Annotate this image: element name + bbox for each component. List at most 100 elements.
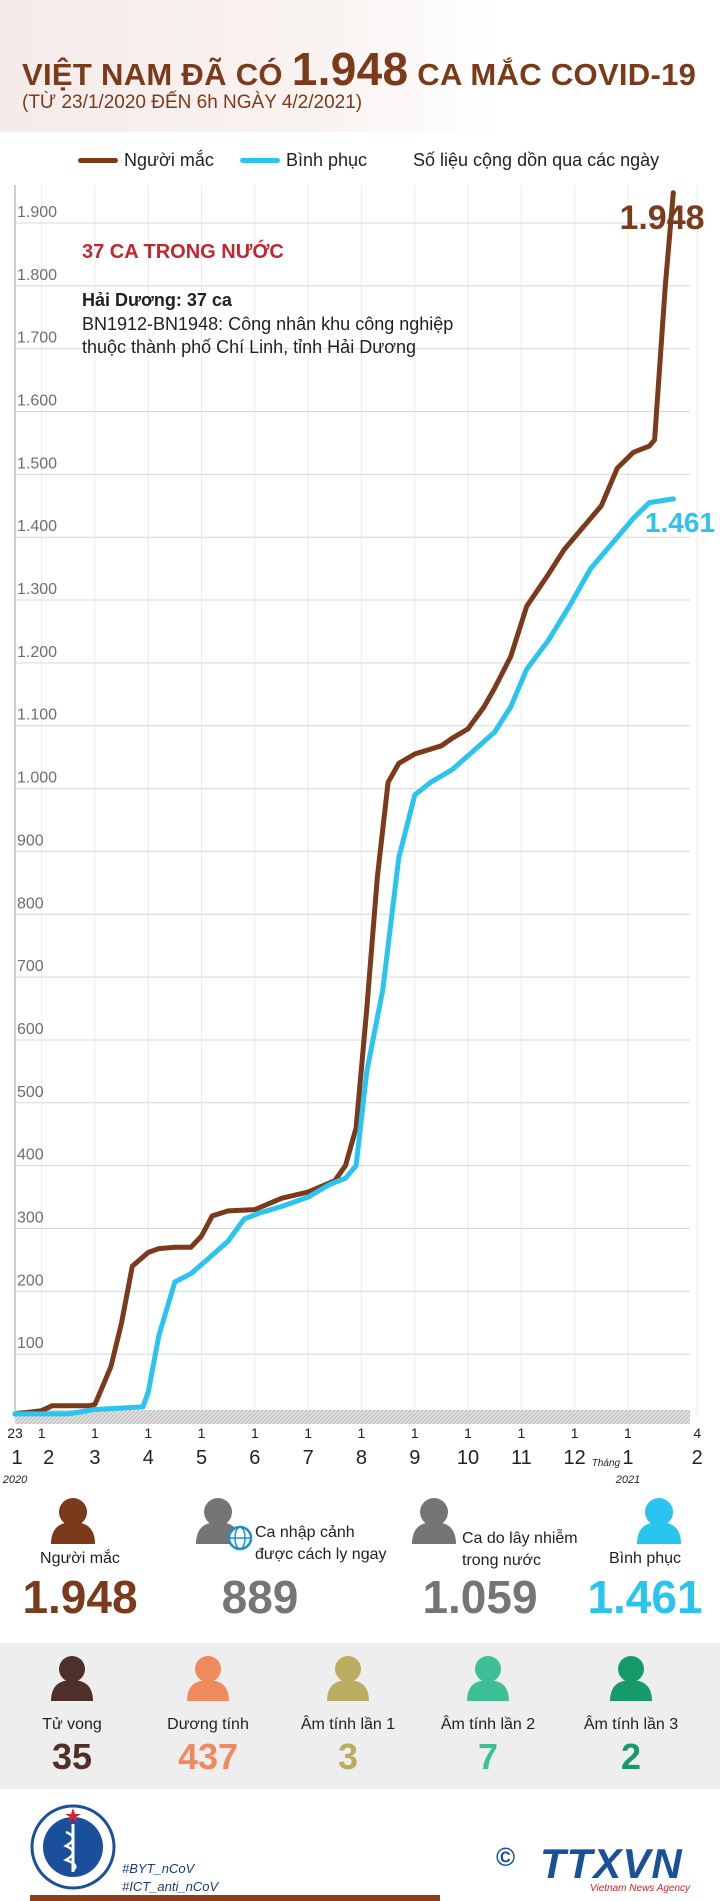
person-icon (51, 1498, 95, 1544)
stat-positive-label: Dương tính (167, 1716, 249, 1733)
stat-deaths-value: 35 (51, 1736, 93, 1777)
stat-negative-1-value: 3 (337, 1736, 359, 1777)
series-line-cases (12, 190, 676, 1417)
x-tick-day: 4 (693, 1425, 701, 1441)
secondary-stats: Tử vong 35 Dương tính 437 Âm tính lần 1 … (0, 1643, 720, 1789)
legend-swatch-cases (78, 158, 118, 163)
x-tick-day: 1 (251, 1425, 259, 1441)
legend-note-text: Số liệu cộng dồn qua các ngày (413, 150, 660, 170)
legend-label-recovered: Bình phục (286, 150, 368, 170)
stat-recovered-label: Bình phục (608, 1550, 682, 1567)
y-tick-label: 1.800 (17, 267, 57, 284)
x-tick-month: 8 (356, 1447, 367, 1469)
person-icon (610, 1656, 652, 1701)
legend-item-recovered: Bình phục (240, 150, 367, 171)
x-axis-ticks: 23120201213141516171819110111112112021Th… (2, 1425, 703, 1485)
y-tick-label: 1.900 (17, 204, 57, 221)
chart-grid (14, 185, 698, 1417)
y-tick-label: 200 (17, 1272, 44, 1289)
hashtags: #BYT_nCoV #ICT_anti_nCoV (122, 1860, 218, 1896)
x-tick-month: 2 (692, 1447, 703, 1469)
title-prefix: VIỆT NAM ĐÃ CÓ (22, 57, 292, 92)
chart-baseline-band (15, 1410, 690, 1424)
stat-negative-1-label: Âm tính lần 1 (300, 1716, 396, 1733)
page-subtitle: (TỪ 23/1/2020 ĐẾN 6h NGÀY 4/2/2021) (22, 92, 363, 113)
stat-cases-label: Người mắc (40, 1550, 120, 1567)
y-tick-label: 500 (17, 1084, 44, 1101)
x-tick-month: 3 (89, 1447, 100, 1469)
person-icon (467, 1656, 509, 1701)
x-tick-month: 1 (622, 1447, 633, 1469)
x-tick-month: 10 (457, 1447, 479, 1469)
x-tick-day: 1 (517, 1425, 525, 1441)
stat-imported-label-1: Ca nhập cảnh (255, 1524, 355, 1541)
x-tick-year: 2021 (615, 1474, 640, 1485)
stat-domestic: 1.059 (380, 1570, 580, 1624)
footer-bar (30, 1895, 440, 1901)
stat-recovered-value: 1.461 (587, 1571, 703, 1623)
y-axis-ticks: 100 200 300 400 500 600 700 800 900 1.000 1.100 1.2… (17, 204, 57, 1352)
agency-logo-text: TTXVN (540, 1840, 683, 1887)
person-icon (51, 1656, 93, 1701)
x-tick-day: 1 (304, 1425, 312, 1441)
stat-imported-label-2: được cách ly ngay (255, 1546, 387, 1563)
legend-item-cases: Người mắc (78, 150, 214, 171)
x-tick-month: 9 (409, 1447, 420, 1469)
x-tick-month: 7 (303, 1447, 314, 1469)
x-tick-day: 1 (464, 1425, 472, 1441)
y-tick-label: 1.400 (17, 518, 57, 535)
footer: #BYT_nCoV #ICT_anti_nCoV © TTXVN Vietnam… (0, 1790, 720, 1901)
x-tick-month: 5 (196, 1447, 207, 1469)
y-tick-label: 1.600 (17, 393, 57, 410)
legend-note: Số liệu cộng dồn qua các ngày (413, 150, 659, 171)
stat-negative-2-value: 7 (477, 1736, 499, 1777)
stat-imported: 889 (180, 1570, 340, 1624)
series-line-recovered (12, 496, 676, 1417)
main-stats: Người mắc 1.948 Ca nhập cảnh được cách l… (0, 1488, 720, 1626)
stat-domestic-value: 1.059 (422, 1571, 538, 1623)
person-icon (637, 1498, 681, 1544)
annotation-line-1: BN1912-BN1948: Công nhân khu công nghiệp (82, 314, 453, 334)
stat-domestic-label-2: trong nước (462, 1552, 542, 1569)
x-tick-month: 6 (249, 1447, 260, 1469)
x-tick-day: 1 (91, 1425, 99, 1441)
annotation-place: Hải Dương: 37 ca (82, 290, 233, 310)
globe-icon (227, 1525, 253, 1551)
end-label-recovered: 1.461 (645, 507, 715, 538)
stat-negative-2-label: Âm tính lần 2 (440, 1716, 536, 1733)
x-tick-year: 2020 (2, 1474, 28, 1485)
x-tick-month-word: Tháng (592, 1458, 621, 1469)
y-tick-label: 700 (17, 958, 44, 975)
x-tick-day: 1 (624, 1425, 632, 1441)
y-tick-label: 1.100 (17, 707, 57, 724)
stat-deaths-label: Tử vong (42, 1716, 102, 1733)
x-tick-day: 1 (144, 1425, 152, 1441)
chart-series (12, 190, 676, 1417)
x-tick-day: 1 (358, 1425, 366, 1441)
stat-cases-value: 1.948 (22, 1571, 138, 1623)
x-tick-day: 1 (571, 1425, 579, 1441)
copyright-icon: © (496, 1842, 516, 1872)
person-icon (327, 1656, 369, 1701)
annotation-heading: 37 CA TRONG NƯỚC (82, 239, 284, 263)
x-tick-month: 4 (143, 1447, 154, 1469)
y-tick-label: 1.200 (17, 644, 57, 661)
title-suffix: CA MẮC COVID-19 (408, 57, 697, 92)
stat-negative-2: Âm tính lần 2 7 (418, 1655, 558, 1778)
stat-negative-3-value: 2 (620, 1736, 642, 1777)
stat-positive: Dương tính 437 (138, 1655, 278, 1778)
stat-negative-3-label: Âm tính lần 3 (583, 1716, 679, 1733)
stat-imported-label-block: Ca nhập cảnh được cách ly ngay (255, 1522, 425, 1566)
ministry-of-health-logo-icon (30, 1804, 116, 1890)
stat-positive-value: 437 (177, 1736, 239, 1777)
y-tick-label: 600 (17, 1021, 44, 1038)
x-tick-day: 1 (198, 1425, 206, 1441)
y-tick-label: 1.700 (17, 330, 57, 347)
x-tick-day: 1 (411, 1425, 419, 1441)
title-number: 1.948 (291, 43, 409, 95)
main-stats-icons (51, 1498, 681, 1551)
annotation-line-2: thuộc thành phố Chí Linh, tỉnh Hải Dương (82, 337, 416, 357)
person-icon (412, 1498, 456, 1544)
y-tick-label: 1.300 (17, 581, 57, 598)
header-band: VIỆT NAM ĐÃ CÓ 1.948 CA MẮC COVID-19 (TỪ… (0, 0, 696, 132)
